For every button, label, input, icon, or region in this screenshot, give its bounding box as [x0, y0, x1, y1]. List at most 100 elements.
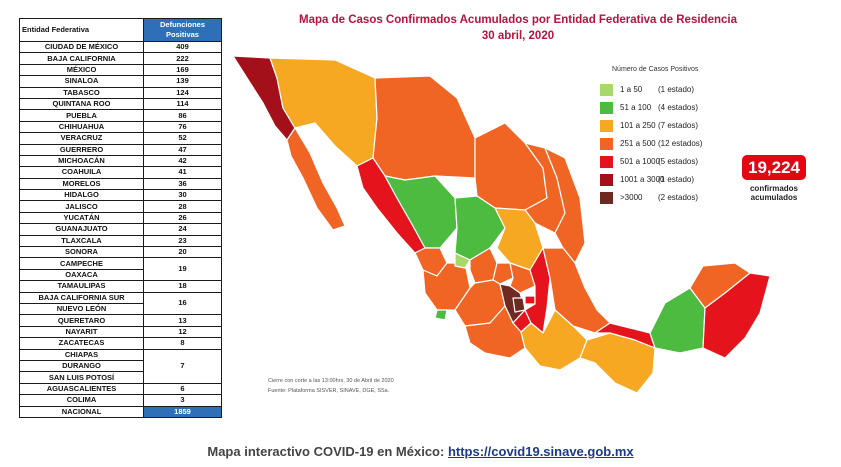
state-name: COLIMA	[19, 394, 144, 407]
legend-count: (12 estados)	[658, 139, 703, 148]
legend-item: 101 a 250 (7 estados)	[600, 120, 750, 132]
table-row: AGUASCALIENTES 6	[19, 382, 222, 396]
table-row: COAHUILA 41	[19, 166, 222, 179]
table-row: QUERETARO 13	[19, 314, 222, 327]
state-name: YUCATÁN	[19, 211, 144, 225]
state-name: OAXACA	[19, 268, 144, 282]
state-name: NUEVO LEÓN	[19, 302, 144, 316]
death-count: 18	[143, 280, 222, 293]
death-count: 114	[143, 97, 222, 111]
legend-swatch	[600, 192, 613, 204]
legend-range: 51 a 100	[620, 103, 652, 112]
state-name: MORELOS	[19, 177, 144, 191]
state-name: GUERRERO	[19, 143, 144, 156]
table-row: SINALOA 139	[19, 75, 222, 88]
state-name: QUERETARO	[19, 314, 144, 327]
table-row: JALISCO 28	[19, 200, 222, 213]
table-row: PUEBLA 86	[19, 109, 222, 122]
table-row: CAMPECHE 19	[19, 257, 222, 282]
legend-swatch	[600, 120, 613, 132]
state-aguascalientes	[454, 252, 471, 269]
table-row: TABASCO 124	[19, 86, 222, 99]
death-count: 42	[143, 154, 222, 168]
table-row: CHIHUAHUA 76	[19, 120, 222, 134]
legend-range: 101 a 250	[620, 121, 656, 130]
state-name: TAMAULIPAS	[19, 280, 144, 293]
state-name: BAJA CALIFORNIA	[19, 52, 144, 65]
legend-swatch	[600, 84, 613, 96]
legend-range: 1 a 50	[620, 85, 643, 94]
state-name: SINALOA	[19, 75, 144, 88]
header-state: Entidad Federativa	[19, 18, 144, 42]
table-row: YUCATÁN 26	[19, 211, 222, 225]
state-baja-california-sur	[286, 127, 346, 231]
legend-count: (1 estado)	[658, 85, 695, 94]
table-row: SONORA 20	[19, 246, 222, 259]
death-count: 36	[143, 177, 222, 191]
death-count: 124	[143, 86, 222, 99]
death-count: 19	[143, 257, 222, 282]
death-count: 47	[143, 143, 222, 156]
legend-item: 51 a 100 (4 estados)	[600, 102, 750, 114]
legend-range: 501 a 1000	[620, 157, 661, 166]
state-chihuahua	[372, 75, 476, 181]
death-count: 409	[143, 40, 222, 54]
death-count: 52	[143, 132, 222, 145]
death-count: 20	[143, 246, 222, 259]
state-cdmx	[512, 297, 526, 313]
footer-label: Mapa interactivo COVID-19 en México:	[207, 444, 448, 459]
state-quintana-roo	[702, 272, 771, 359]
state-durango	[384, 175, 458, 249]
legend-count: (7 estados)	[658, 121, 699, 130]
state-name: CIUDAD DE MÉXICO	[19, 40, 144, 54]
legend-count: (5 estados)	[658, 157, 699, 166]
interactive-map-link[interactable]: https://covid19.sinave.gob.mx	[447, 444, 634, 459]
map-date: 30 abril, 2020	[481, 30, 555, 42]
death-count: 16	[143, 291, 222, 316]
table-row: MICHOACÁN 42	[19, 154, 222, 168]
state-name: PUEBLA	[19, 109, 144, 122]
legend-count: (4 estados)	[658, 103, 699, 112]
table-row: GUERRERO 47	[19, 143, 222, 156]
legend-swatch	[600, 102, 613, 114]
table-row: MÉXICO 169	[19, 63, 222, 77]
table-row: NAYARIT 12	[19, 325, 222, 339]
state-name: TLAXCALA	[19, 234, 144, 248]
state-name: TABASCO	[19, 86, 144, 99]
death-count: 169	[143, 63, 222, 77]
state-name: HIDALGO	[19, 189, 144, 202]
table-row: BAJA CALIFORNIA SUR 16	[19, 291, 222, 316]
table-row: VERACRUZ 52	[19, 132, 222, 145]
state-name: COAHUILA	[19, 166, 144, 179]
table-row: TAMAULIPAS 18	[19, 280, 222, 293]
total-label: NACIONAL	[19, 405, 144, 418]
legend-range: 1001 a 3000	[620, 175, 665, 184]
legend-item: 1001 a 3000 (1 estado)	[600, 174, 750, 186]
table-row: CHIAPAS 7	[19, 348, 222, 384]
cutoff-note: Cierre con corte a las 13:00hrs, 30 de A…	[268, 378, 394, 384]
legend-range: >3000	[620, 193, 643, 202]
table-row: BAJA CALIFORNIA 222	[19, 52, 222, 65]
state-queretaro	[492, 262, 514, 285]
death-count: 76	[143, 120, 222, 134]
legend-swatch	[600, 138, 613, 150]
legend-title: Número de Casos Positivos	[612, 66, 699, 73]
table-row: QUINTANA ROO 114	[19, 97, 222, 111]
state-name: ZACATECAS	[19, 337, 144, 350]
death-count: 6	[143, 382, 222, 396]
state-name: QUINTANA ROO	[19, 97, 144, 111]
legend-swatch	[600, 174, 613, 186]
deaths-table: Entidad Federativa Defunciones Positivas…	[19, 18, 222, 418]
legend-item: 501 a 1000 (5 estados)	[600, 156, 750, 168]
death-count: 12	[143, 325, 222, 339]
state-name: JALISCO	[19, 200, 144, 213]
state-name: VERACRUZ	[19, 132, 144, 145]
legend-range: 251 a 500	[620, 139, 656, 148]
state-colima	[434, 309, 448, 321]
header-value: Defunciones Positivas	[143, 18, 222, 42]
table-row: TLAXCALA 23	[19, 234, 222, 248]
state-name: MICHOACÁN	[19, 154, 144, 168]
death-count: 30	[143, 189, 222, 202]
state-name: NAYARIT	[19, 325, 144, 339]
legend-item: 251 a 500 (12 estados)	[600, 138, 750, 150]
